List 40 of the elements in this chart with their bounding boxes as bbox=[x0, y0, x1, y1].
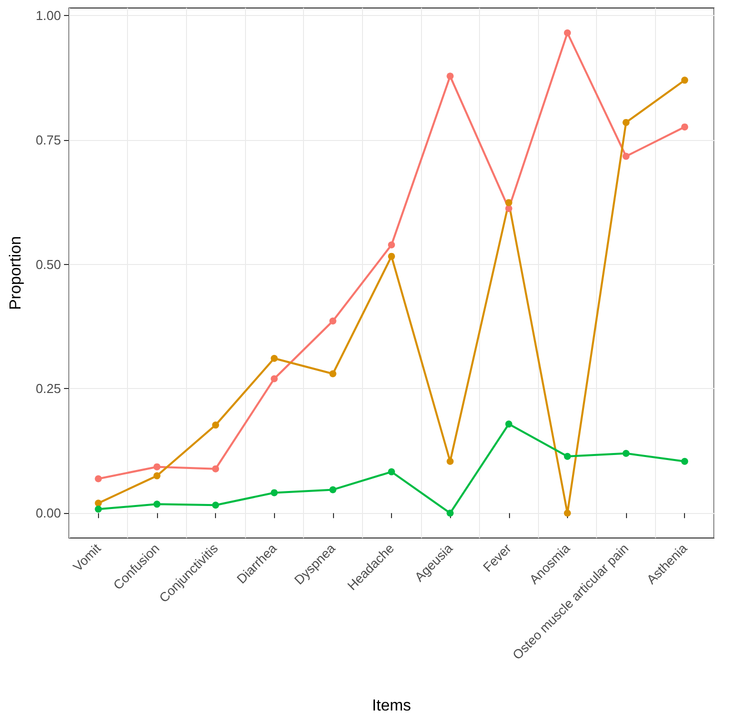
point bbox=[564, 452, 571, 460]
point bbox=[564, 510, 571, 517]
point bbox=[681, 458, 688, 465]
point bbox=[388, 468, 395, 476]
point bbox=[153, 472, 160, 480]
point bbox=[564, 29, 571, 36]
point bbox=[94, 475, 102, 482]
y-tick-label: 0.00 bbox=[36, 506, 61, 521]
point bbox=[446, 510, 454, 517]
point bbox=[212, 465, 220, 472]
point bbox=[505, 205, 512, 212]
y-tick-label: 1.00 bbox=[36, 8, 61, 23]
point bbox=[212, 502, 220, 509]
point bbox=[446, 458, 454, 465]
point bbox=[388, 241, 395, 248]
point bbox=[388, 252, 395, 260]
point bbox=[329, 370, 336, 378]
y-tick-label: 0.75 bbox=[36, 132, 61, 148]
point bbox=[270, 354, 278, 362]
point bbox=[505, 199, 512, 206]
point bbox=[329, 318, 336, 325]
point bbox=[622, 118, 630, 126]
point bbox=[446, 72, 454, 80]
point bbox=[622, 450, 630, 457]
y-tick-label: 0.50 bbox=[36, 256, 61, 272]
point bbox=[505, 420, 512, 428]
x-axis-title: Items bbox=[372, 698, 412, 714]
point bbox=[329, 486, 336, 494]
point bbox=[270, 489, 278, 496]
y-axis-title: Proportion bbox=[8, 236, 24, 310]
point bbox=[681, 123, 688, 130]
point bbox=[622, 152, 630, 160]
point bbox=[94, 506, 102, 513]
point bbox=[270, 375, 278, 382]
point bbox=[212, 422, 220, 429]
point bbox=[153, 463, 160, 470]
point bbox=[94, 500, 102, 507]
y-tick-label: 0.25 bbox=[36, 381, 61, 396]
point bbox=[681, 76, 688, 84]
point bbox=[153, 500, 160, 508]
